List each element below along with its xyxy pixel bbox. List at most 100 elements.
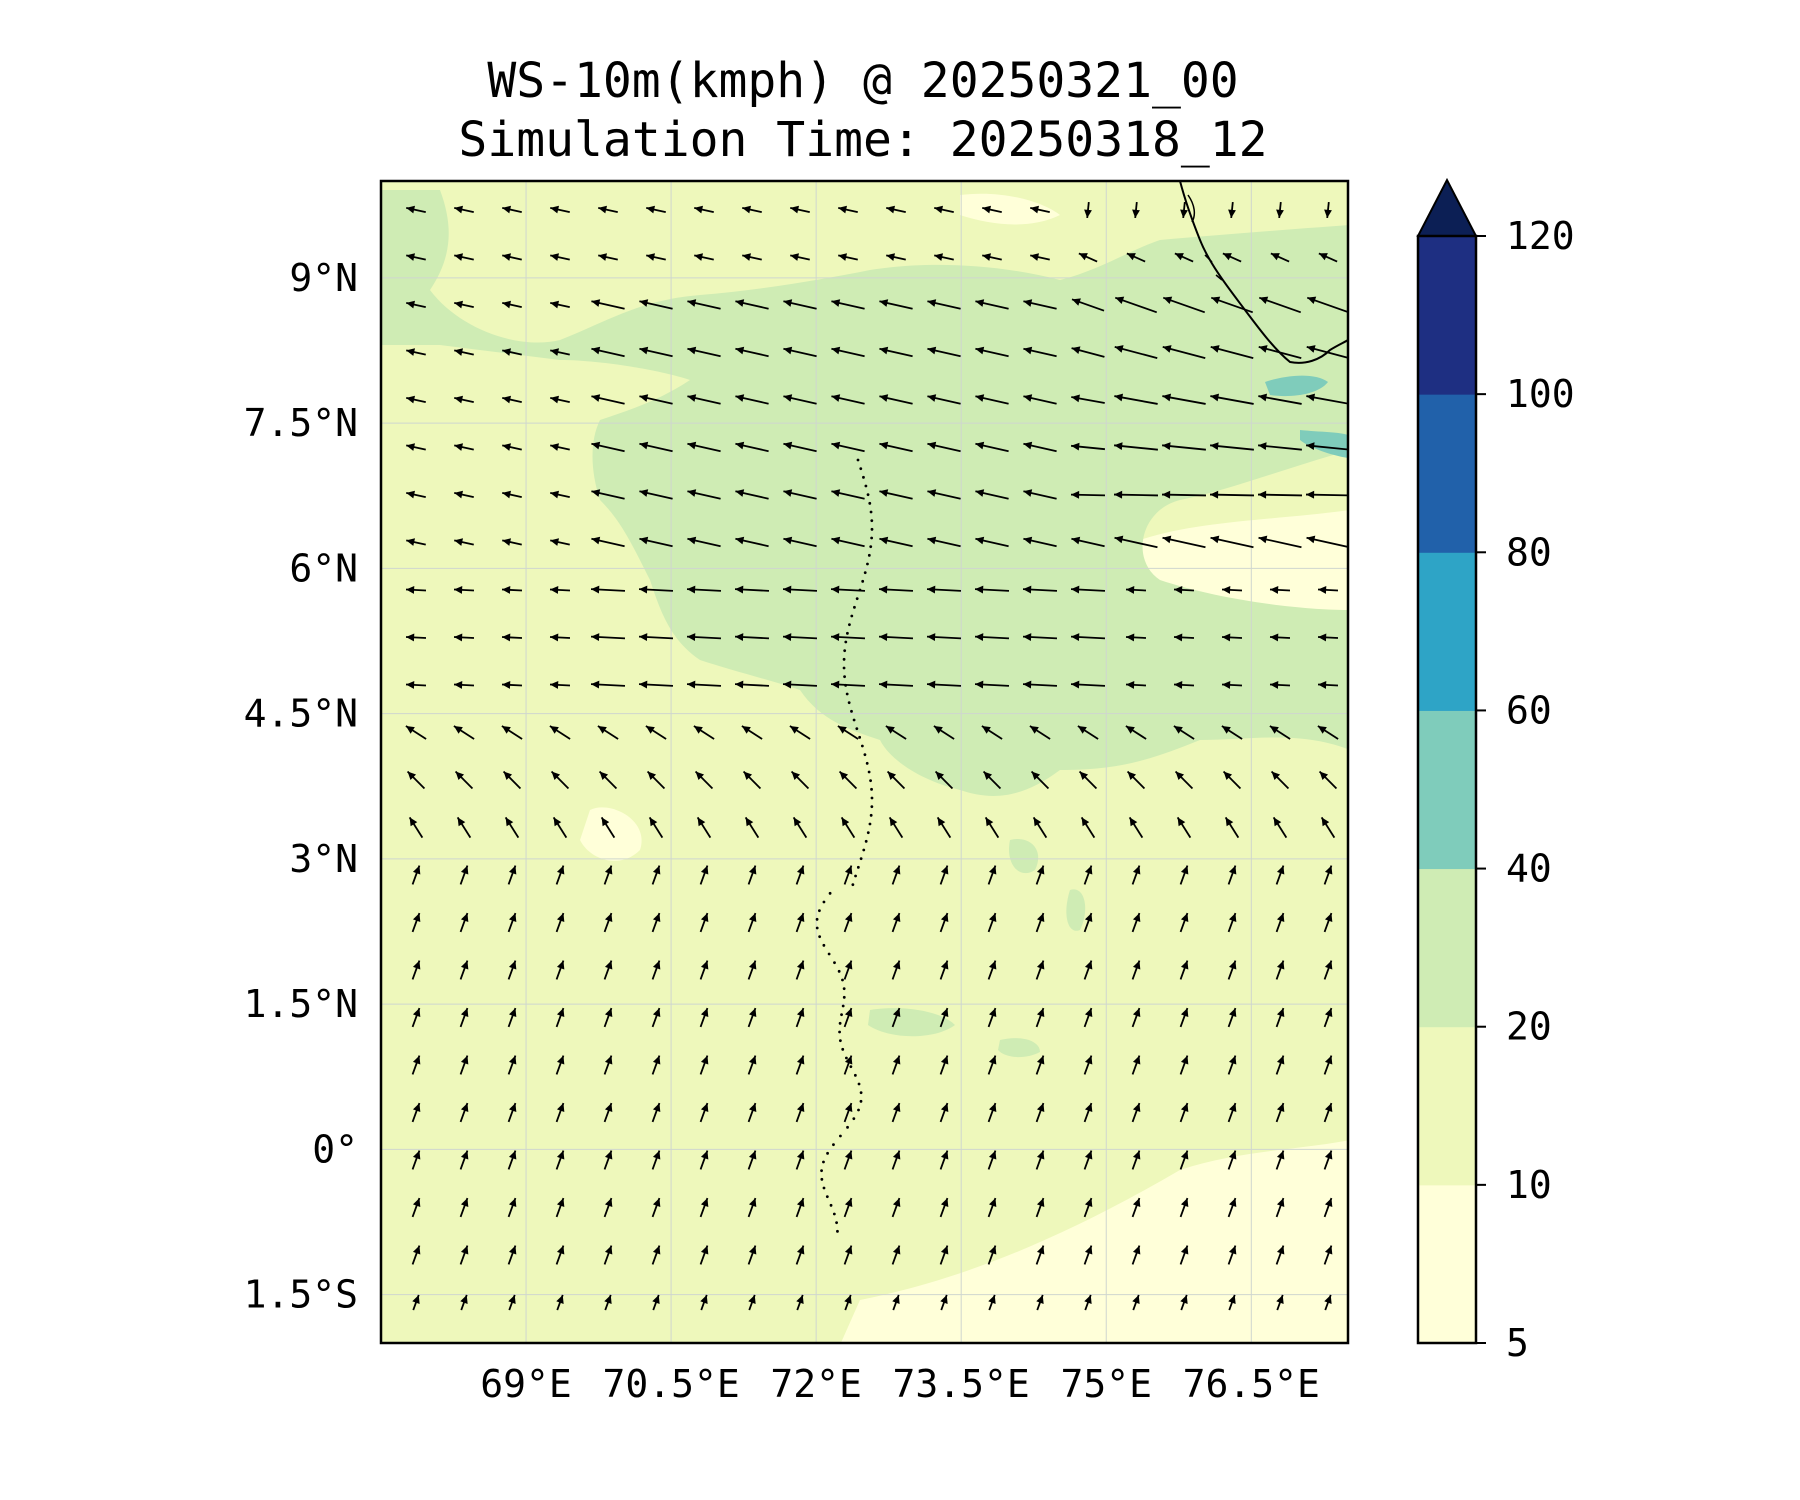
wind-arrow (1179, 1102, 1189, 1123)
colorbar-label: 20 (1506, 1005, 1552, 1049)
y-axis-labels: 9°N 7.5°N 6°N 4.5°N 3°N 1.5°N 0° 1.5°S (244, 256, 358, 1317)
island-dot (845, 692, 849, 696)
wind-arrow (555, 865, 565, 885)
wind-arrow (897, 1342, 900, 1343)
wind-arrow (879, 299, 913, 310)
wind-arrow (591, 394, 625, 405)
x-tick-label: 70.5°E (602, 1362, 739, 1406)
wind-arrow (843, 1245, 853, 1265)
wind-arrow (1035, 912, 1045, 933)
island-dot (842, 987, 846, 991)
wind-arrow (1270, 252, 1290, 263)
wind-arrow (603, 1055, 613, 1075)
wind-arrow (927, 536, 961, 548)
wind-arrow (735, 441, 769, 453)
island-dot (858, 735, 862, 739)
x-axis-labels: 69°E 70.5°E 72°E 73.5°E 75°E 76.5°E (480, 1362, 1320, 1406)
wind-arrow (975, 346, 1009, 358)
wind-arrow (459, 865, 469, 885)
wind-arrow (1305, 490, 1348, 499)
colorbar-extend-triangle (1416, 177, 1478, 237)
island-dot (863, 571, 867, 575)
island-dot (870, 536, 874, 540)
wind-arrow (639, 489, 673, 500)
wind-arrow (1036, 1294, 1044, 1311)
wind-arrow (1161, 490, 1207, 499)
wind-arrow (1023, 489, 1057, 500)
colorbar-frame (1416, 234, 1478, 1345)
wind-arrow (936, 816, 952, 839)
wind-arrow (1323, 1007, 1333, 1028)
wind-arrow (747, 1197, 757, 1218)
wind-arrow (1275, 1150, 1285, 1170)
wind-arrow (657, 1342, 660, 1343)
island-dot (855, 727, 859, 731)
wind-arrow (1071, 298, 1105, 312)
wind-arrow (411, 912, 421, 933)
wind-arrow (1179, 912, 1189, 933)
wind-arrow (988, 1294, 996, 1311)
wind-arrow (1023, 299, 1057, 310)
wind-arrow (1317, 725, 1339, 740)
wind-arrow (1233, 1342, 1236, 1343)
wind-arrow (1323, 1197, 1333, 1218)
wind-arrow (742, 205, 762, 214)
island-dot (854, 874, 857, 878)
y-tick-label: 4.5°N (244, 692, 358, 736)
contour-5-10-south (840, 1140, 1348, 1343)
wind-arrow (405, 680, 427, 689)
wind-arrow (840, 816, 856, 839)
wind-arrow (591, 441, 625, 453)
wind-arrow (1227, 1197, 1237, 1218)
wind-arrow (651, 1150, 661, 1170)
wind-arrow (843, 1055, 853, 1075)
wind-arrow (1083, 1007, 1093, 1028)
island-dot (846, 631, 849, 635)
island-dot (826, 1151, 829, 1155)
island-dot (829, 1203, 833, 1207)
wind-arrow (1318, 252, 1338, 263)
wind-arrow (987, 1150, 997, 1170)
wind-arrow (1125, 633, 1147, 642)
wind-arrow (987, 912, 997, 933)
wind-arrow (687, 394, 721, 405)
wind-arrow (945, 1342, 948, 1343)
wind-arrow (459, 912, 469, 933)
wind-arrow (507, 1055, 517, 1075)
wind-arrow (1227, 1007, 1237, 1028)
wind-arrow (792, 816, 808, 839)
wind-arrow (1180, 201, 1188, 219)
wind-arrow (507, 1150, 517, 1170)
wind-arrow (1070, 442, 1106, 451)
wind-arrow (699, 1150, 709, 1170)
wind-arrow (987, 1197, 997, 1218)
wind-arrow (550, 253, 570, 261)
wind-arrow (1324, 1294, 1332, 1311)
wind-arrow (687, 299, 721, 310)
wind-arrow (454, 443, 474, 451)
wind-arrow (878, 585, 914, 594)
wind-arrow (687, 536, 721, 548)
wind-arrow (507, 1007, 517, 1028)
wind-arrow (550, 348, 570, 356)
wind-arrow (686, 633, 722, 641)
wind-arrow (849, 1342, 852, 1343)
wind-arrow (699, 1055, 709, 1075)
island-dot (851, 883, 855, 887)
colorbar-label: 100 (1506, 372, 1575, 416)
wind-arrow (790, 253, 810, 261)
wind-arrow (1173, 725, 1195, 740)
wind-arrow (454, 770, 474, 790)
wind-arrow (406, 205, 426, 214)
wind-arrow (1306, 442, 1348, 451)
wind-arrow (696, 816, 712, 839)
wind-arrow (609, 1342, 612, 1343)
wind-arrow (1179, 1055, 1189, 1075)
wind-arrow (1323, 960, 1333, 980)
wind-arrow (891, 960, 901, 980)
wind-arrow (1032, 816, 1048, 839)
wind-arrow (550, 443, 570, 451)
wind-arrow (651, 1245, 661, 1265)
wind-arrow (453, 633, 475, 642)
